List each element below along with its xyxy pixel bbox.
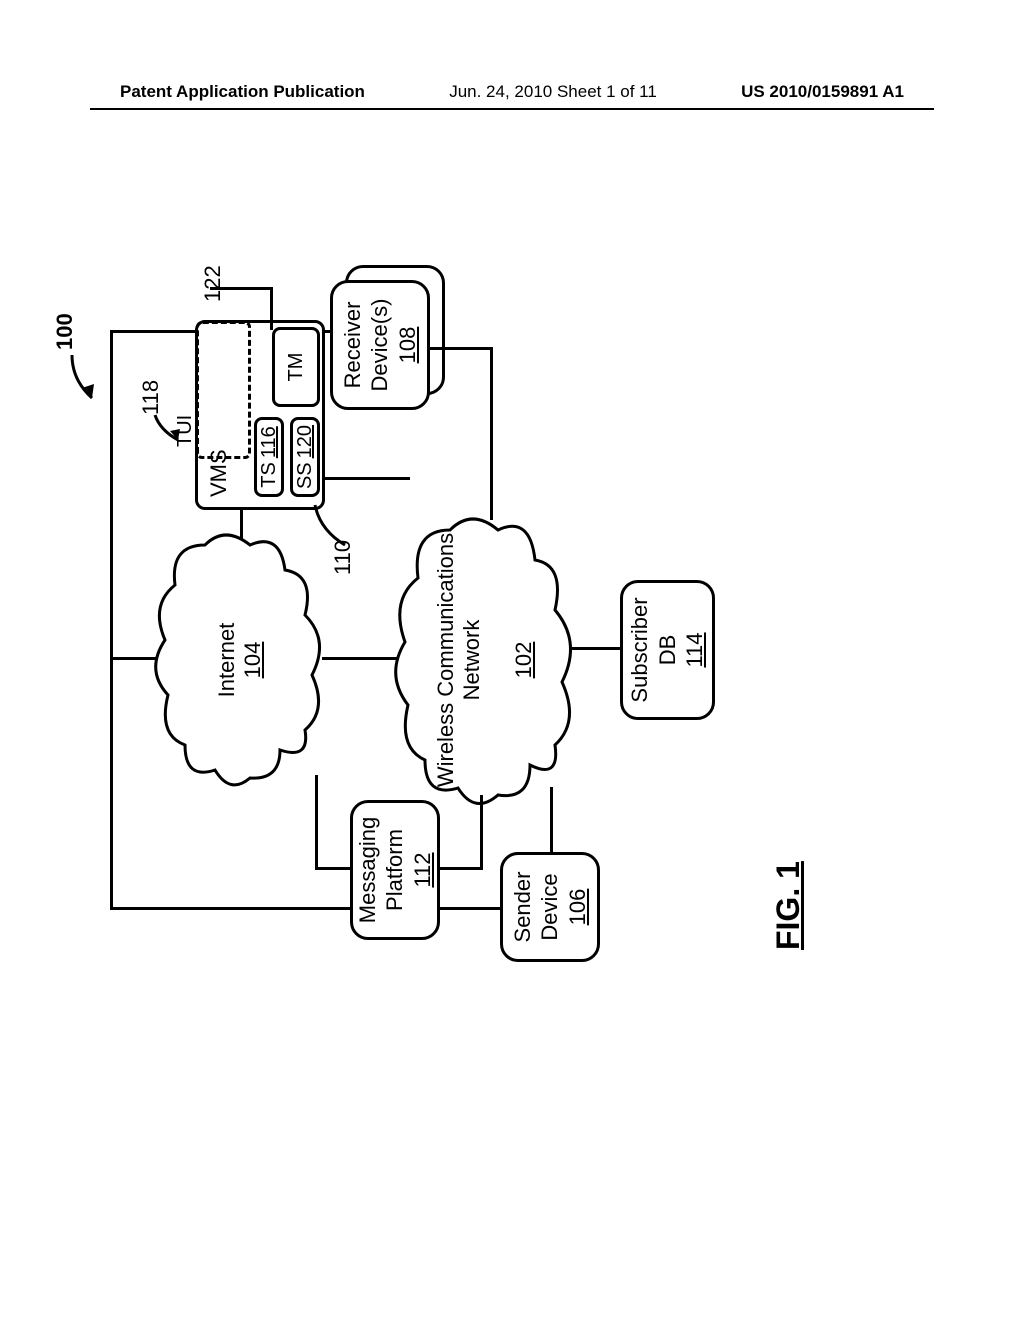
tui-dashed-box (196, 321, 251, 459)
conn-vms-wireless (325, 477, 410, 480)
subscriber-label: Subscriber DB (626, 597, 681, 702)
system-ref-label: 100 (52, 313, 78, 350)
internet-ref: 104 (240, 623, 266, 698)
wireless-text: Wireless Communications Network (433, 533, 485, 787)
tm-box: TM (272, 327, 320, 407)
sender-ref: 106 (564, 889, 592, 926)
vms-box: VMS TUI TS 116 SS 120 TM (195, 320, 325, 510)
figure-wrapper: 100 Internet 104 VMS TUI (70, 290, 950, 970)
system-ref-arrow-icon (64, 350, 104, 410)
pointer-122-line (270, 290, 273, 330)
ts-label: TS (258, 462, 281, 488)
tm-label: TM (285, 353, 308, 382)
header-right: US 2010/0159891 A1 (741, 82, 904, 102)
receiver-device-box: Receiver Device(s) 108 (330, 280, 430, 410)
ss-label: SS (294, 462, 317, 489)
header-rule (90, 108, 934, 110)
conn-sender-wireless (550, 787, 553, 852)
conn-wireless-sub (570, 647, 620, 650)
wireless-ref: 102 (511, 533, 537, 787)
conn-recv-h (490, 350, 493, 520)
subscriber-ref: 114 (681, 632, 709, 667)
subscriber-db-box: Subscriber DB 114 (620, 580, 715, 720)
conn-msg-down-h (480, 795, 483, 870)
conn-sender-v (110, 907, 500, 910)
tm-ref-122: 122 (200, 265, 226, 302)
conn-msg-down-v (440, 867, 480, 870)
receiver-label: Receiver Device(s) (339, 299, 394, 392)
messaging-ref: 112 (409, 852, 437, 887)
figure-caption: FIG. 1 (770, 861, 807, 950)
pointer-118-icon (150, 410, 185, 445)
receiver-ref: 108 (394, 327, 422, 364)
internet-text: Internet (214, 623, 240, 698)
conn-internet-vms (240, 510, 243, 540)
system-diagram: 100 Internet 104 VMS TUI (70, 290, 950, 970)
internet-label: Internet 104 (214, 623, 266, 698)
wireless-label: Wireless Communications Network 102 (407, 533, 563, 787)
conn-msg-up-h (315, 775, 318, 870)
conn-internet-top (110, 657, 158, 660)
pointer-110-icon (310, 500, 350, 550)
conn-top-h (110, 330, 113, 910)
sender-label: Sender Device (509, 872, 564, 943)
ts-box: TS 116 (254, 417, 284, 497)
header-left: Patent Application Publication (120, 82, 365, 102)
ts-ref: 116 (258, 426, 281, 458)
ss-box: SS 120 (290, 417, 320, 497)
messaging-platform-box: Messaging Platform 112 (350, 800, 440, 940)
conn-msg-up-v (315, 867, 350, 870)
wireless-cloud: Wireless Communications Network 102 (390, 510, 580, 810)
ss-ref: 120 (294, 425, 317, 458)
sender-device-box: Sender Device 106 (500, 852, 600, 962)
internet-cloud: Internet 104 (150, 530, 330, 790)
page-header: Patent Application Publication Jun. 24, … (0, 82, 1024, 102)
messaging-label: Messaging Platform (354, 817, 409, 923)
header-center: Jun. 24, 2010 Sheet 1 of 11 (449, 82, 657, 102)
conn-recv-v (430, 347, 493, 350)
pointer-122-v (210, 287, 273, 290)
